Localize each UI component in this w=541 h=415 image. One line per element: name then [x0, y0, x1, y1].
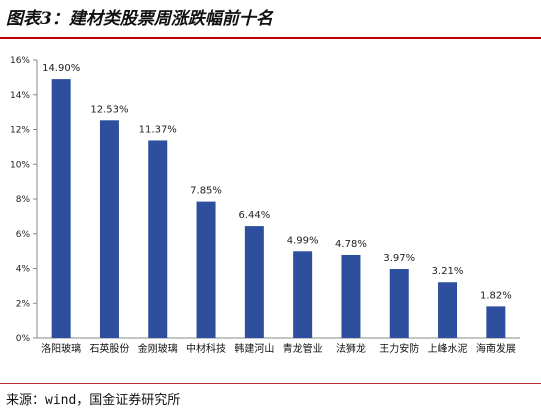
y-tick-label: 8% — [16, 195, 31, 205]
y-tick-label: 6% — [16, 230, 31, 240]
y-tick-label: 4% — [16, 265, 31, 275]
bar — [244, 226, 264, 338]
data-label: 1.82% — [480, 290, 512, 301]
data-label: 6.44% — [238, 210, 270, 221]
y-tick-label: 10% — [10, 160, 30, 170]
y-axis: 0% 2% 4% 6% 8% 10% 12% 14% 16% — [10, 56, 38, 344]
x-tick-label: 金刚玻璃 — [138, 342, 178, 355]
data-label: 14.90% — [42, 63, 80, 74]
bar — [341, 254, 361, 338]
data-label: 3.97% — [383, 253, 415, 264]
y-tick-label: 2% — [16, 299, 31, 309]
data-label: 11.37% — [139, 124, 177, 135]
x-tick-label: 上峰水泥 — [428, 342, 468, 355]
x-tick-label: 青龙管业 — [283, 342, 323, 355]
x-axis: 洛阳玻璃 石英股份 金刚玻璃 中材科技 韩建河山 青龙管业 法狮龙 王力安防 上峰水泥 海南发展 — [37, 337, 520, 355]
x-tick-label: 中材科技 — [186, 342, 226, 355]
x-tick-label: 海南发展 — [476, 342, 516, 355]
source-note: 来源：wind，国金证券研究所 — [6, 393, 181, 408]
y-tick-label: 16% — [10, 56, 30, 66]
bar-chart: 0% 2% 4% 6% 8% 10% 12% 14% 16% 洛阳玻璃 石英股份 金刚玻璃 中材科技韩… — [10, 56, 520, 355]
chart-title: 图表3：建材类股票周涨跌幅前十名 — [6, 9, 273, 29]
bar — [148, 140, 168, 338]
bar — [389, 269, 409, 338]
bar — [293, 251, 313, 338]
data-label: 4.99% — [287, 235, 319, 246]
x-tick-label: 洛阳玻璃 — [41, 342, 81, 355]
data-label: 4.78% — [335, 239, 367, 250]
data-labels: 14.90% 12.53% 11.37% 7.85% 6.44% 4.99% 4.78% 3.… — [42, 63, 512, 301]
data-label: 3.21% — [432, 266, 464, 277]
data-label: 12.53% — [90, 104, 128, 115]
x-tick-label: 韩建河山 — [234, 342, 274, 355]
y-tick-label: 12% — [10, 126, 30, 136]
bars — [51, 79, 506, 339]
title-divider — [0, 37, 541, 39]
y-tick-label: 14% — [10, 91, 30, 101]
bar — [51, 79, 71, 339]
x-tick-label: 王力安防 — [379, 342, 419, 355]
footer-divider — [0, 383, 541, 384]
x-tick-label: 法狮龙 — [336, 342, 366, 355]
bar — [486, 306, 506, 338]
bar — [438, 282, 458, 338]
x-tick-label: 石英股份 — [89, 342, 129, 355]
bar — [99, 120, 119, 338]
y-tick-label: 0% — [16, 334, 31, 344]
data-label: 7.85% — [190, 186, 222, 197]
bar — [196, 201, 216, 338]
